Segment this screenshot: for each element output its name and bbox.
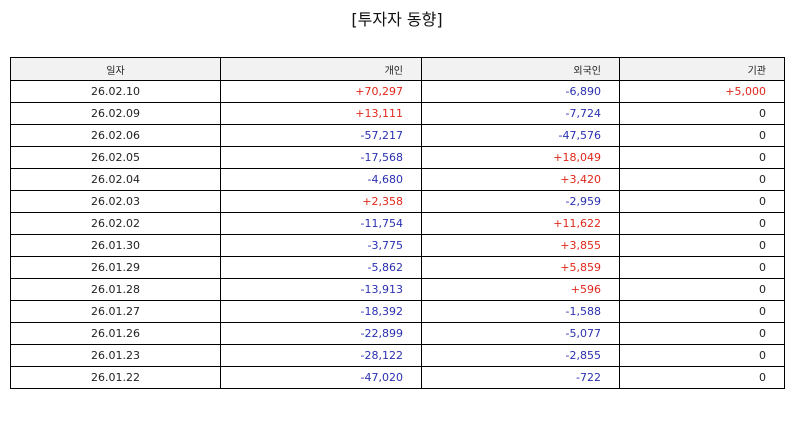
table-row: 26.02.04 -4,680 +3,420 0 bbox=[10, 168, 785, 191]
column-header-individual: 개인 bbox=[220, 57, 422, 81]
table-row: 26.01.26 -22,899 -5,077 0 bbox=[10, 322, 785, 345]
table-row: 26.01.29 -5,862 +5,859 0 bbox=[10, 256, 785, 279]
table-header: 일자 개인 외국인 기관 bbox=[10, 57, 785, 81]
cell-institution: 0 bbox=[619, 146, 785, 169]
cell-foreigner: +18,049 bbox=[421, 146, 620, 169]
cell-foreigner: -1,588 bbox=[421, 300, 620, 323]
cell-institution: 0 bbox=[619, 124, 785, 147]
cell-foreigner: +11,622 bbox=[421, 212, 620, 235]
table-row: 26.02.10 +70,297 -6,890 +5,000 bbox=[10, 80, 785, 103]
table-row: 26.01.23 -28,122 -2,855 0 bbox=[10, 344, 785, 367]
cell-institution: 0 bbox=[619, 322, 785, 345]
investor-trend-table: 일자 개인 외국인 기관 26.02.10 +70,297 -6,890 +5,000… bbox=[10, 57, 785, 389]
cell-individual: -3,775 bbox=[220, 234, 422, 257]
column-header-institution: 기관 bbox=[619, 57, 785, 81]
cell-date: 26.02.03 bbox=[10, 190, 221, 213]
table-body: 26.02.10 +70,297 -6,890 +5,000 26.02.09 +13,1… bbox=[10, 80, 785, 389]
cell-foreigner: -6,890 bbox=[421, 80, 620, 103]
cell-individual: +2,358 bbox=[220, 190, 422, 213]
table-row: 26.02.03 +2,358 -2,959 0 bbox=[10, 190, 785, 213]
table-row: 26.01.28 -13,913 +596 0 bbox=[10, 278, 785, 301]
cell-date: 26.01.27 bbox=[10, 300, 221, 323]
cell-foreigner: -7,724 bbox=[421, 102, 620, 125]
table-row: 26.01.27 -18,392 -1,588 0 bbox=[10, 300, 785, 323]
cell-foreigner: +3,855 bbox=[421, 234, 620, 257]
cell-foreigner: +3,420 bbox=[421, 168, 620, 191]
cell-institution: 0 bbox=[619, 234, 785, 257]
cell-foreigner: +596 bbox=[421, 278, 620, 301]
cell-individual: -22,899 bbox=[220, 322, 422, 345]
table-row: 26.02.06 -57,217 -47,576 0 bbox=[10, 124, 785, 147]
table-row: 26.01.30 -3,775 +3,855 0 bbox=[10, 234, 785, 257]
cell-individual: -57,217 bbox=[220, 124, 422, 147]
column-header-foreigner: 외국인 bbox=[421, 57, 620, 81]
cell-institution: 0 bbox=[619, 190, 785, 213]
cell-date: 26.01.23 bbox=[10, 344, 221, 367]
cell-individual: +13,111 bbox=[220, 102, 422, 125]
cell-date: 26.01.29 bbox=[10, 256, 221, 279]
cell-date: 26.02.02 bbox=[10, 212, 221, 235]
cell-individual: -17,568 bbox=[220, 146, 422, 169]
cell-date: 26.01.26 bbox=[10, 322, 221, 345]
cell-date: 26.02.05 bbox=[10, 146, 221, 169]
cell-individual: -13,913 bbox=[220, 278, 422, 301]
cell-institution: 0 bbox=[619, 102, 785, 125]
cell-institution: 0 bbox=[619, 366, 785, 389]
cell-institution: 0 bbox=[619, 300, 785, 323]
cell-date: 26.01.22 bbox=[10, 366, 221, 389]
table-row: 26.01.22 -47,020 -722 0 bbox=[10, 366, 785, 389]
table-row: 26.02.05 -17,568 +18,049 0 bbox=[10, 146, 785, 169]
cell-foreigner: -5,077 bbox=[421, 322, 620, 345]
cell-foreigner: -2,959 bbox=[421, 190, 620, 213]
header-row: 일자 개인 외국인 기관 bbox=[10, 57, 785, 81]
cell-individual: -47,020 bbox=[220, 366, 422, 389]
table-row: 26.02.02 -11,754 +11,622 0 bbox=[10, 212, 785, 235]
cell-individual: -28,122 bbox=[220, 344, 422, 367]
cell-institution: 0 bbox=[619, 344, 785, 367]
cell-institution: +5,000 bbox=[619, 80, 785, 103]
cell-individual: -4,680 bbox=[220, 168, 422, 191]
cell-individual: -11,754 bbox=[220, 212, 422, 235]
cell-individual: -18,392 bbox=[220, 300, 422, 323]
cell-date: 26.02.04 bbox=[10, 168, 221, 191]
cell-institution: 0 bbox=[619, 212, 785, 235]
column-header-date: 일자 bbox=[10, 57, 221, 81]
cell-date: 26.01.30 bbox=[10, 234, 221, 257]
table-row: 26.02.09 +13,111 -7,724 0 bbox=[10, 102, 785, 125]
cell-foreigner: -47,576 bbox=[421, 124, 620, 147]
cell-individual: -5,862 bbox=[220, 256, 422, 279]
cell-institution: 0 bbox=[619, 168, 785, 191]
cell-institution: 0 bbox=[619, 278, 785, 301]
cell-date: 26.02.06 bbox=[10, 124, 221, 147]
cell-date: 26.02.09 bbox=[10, 102, 221, 125]
cell-institution: 0 bbox=[619, 256, 785, 279]
cell-date: 26.02.10 bbox=[10, 80, 221, 103]
cell-foreigner: -722 bbox=[421, 366, 620, 389]
cell-individual: +70,297 bbox=[220, 80, 422, 103]
cell-foreigner: -2,855 bbox=[421, 344, 620, 367]
cell-foreigner: +5,859 bbox=[421, 256, 620, 279]
page-title: [투자자 동향] bbox=[351, 10, 443, 29]
cell-date: 26.01.28 bbox=[10, 278, 221, 301]
